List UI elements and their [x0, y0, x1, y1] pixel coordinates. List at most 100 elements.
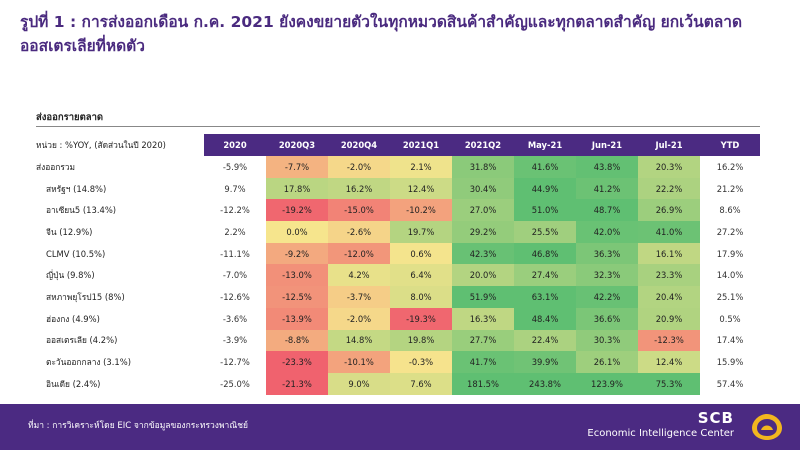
- table-cell: 8.0%: [390, 286, 452, 308]
- table-cell: 42.2%: [576, 286, 638, 308]
- table-cell: 7.6%: [390, 372, 452, 395]
- table-cell: 243.8%: [514, 372, 576, 395]
- table-cell: 19.7%: [390, 221, 452, 243]
- table-cell: 75.3%: [638, 372, 700, 395]
- table-cell: 0.6%: [390, 242, 452, 265]
- row-label: อาเซียน5 (13.4%): [46, 205, 117, 216]
- table-row: อินเดีย (2.4%) -25.0% -21.3% 9.0% 7.6% 181.5%…: [36, 372, 760, 395]
- table-cell: 48.7%: [576, 199, 638, 222]
- table-cell: 23.3%: [638, 264, 700, 287]
- table-row: ฮ่องกง (4.9%) -3.6% -13.9% -2.0% -19.3% 16.3%…: [36, 307, 760, 330]
- table-cell: -3.9%: [222, 335, 248, 346]
- table-cell: 123.9%: [576, 372, 638, 395]
- table-row: ญี่ปุ่น (9.8%) -7.0% -13.0% 4.2% 6.4% 20.0% 27…: [36, 264, 760, 287]
- footer-bar: ที่มา : การวิเคราะห์โดย EIC จากข้อมูลของ…: [0, 404, 800, 450]
- table-cell: 41.0%: [638, 221, 700, 243]
- column-header: Jun-21: [576, 134, 638, 156]
- table-cell: -11.1%: [220, 248, 250, 259]
- row-label: ฮ่องกง (4.9%): [46, 313, 100, 324]
- table-cell: 20.0%: [452, 264, 514, 287]
- table-cell: -9.2%: [266, 242, 328, 265]
- table-cell: 27.0%: [452, 199, 514, 222]
- table-cell: 4.2%: [328, 264, 390, 287]
- table-cell: -12.3%: [638, 329, 700, 352]
- table-cell: 30.4%: [452, 177, 514, 200]
- column-header: Jul-21: [638, 134, 700, 156]
- table-cell: 41.7%: [452, 351, 514, 373]
- table-cell: 39.9%: [514, 351, 576, 373]
- table-cell: 46.8%: [514, 242, 576, 265]
- row-label: CLMV (10.5%): [46, 248, 106, 259]
- table-cell: 6.4%: [390, 264, 452, 287]
- column-header: 2020Q4: [328, 134, 390, 156]
- table-cell: 0.0%: [266, 221, 328, 243]
- table-cell: 9.0%: [328, 372, 390, 395]
- table-cell: 27.7%: [452, 329, 514, 352]
- table-cell: -2.6%: [328, 221, 390, 243]
- table-cell: 14.0%: [716, 270, 744, 281]
- table-cell: -7.7%: [266, 156, 328, 178]
- table-cell: -13.9%: [266, 307, 328, 330]
- table-cell: 30.3%: [576, 329, 638, 352]
- table-cell: 12.4%: [390, 177, 452, 200]
- table-row: สหภาพยุโรป15 (8%) -12.6% -12.5% -3.7% 8.0% 51…: [36, 286, 760, 308]
- table-cell: 181.5%: [452, 372, 514, 395]
- table-cell: -12.6%: [220, 291, 250, 302]
- table-row: CLMV (10.5%) -11.1% -9.2% -12.0% 0.6% 42.3% 46…: [36, 242, 760, 265]
- table-cell: 25.1%: [716, 291, 744, 302]
- table-cell: -2.0%: [328, 307, 390, 330]
- table-cell: 51.0%: [514, 199, 576, 222]
- brand-name: SCB: [697, 409, 734, 427]
- table-cell: 19.8%: [390, 329, 452, 352]
- brand-subtitle: Economic Intelligence Center: [587, 428, 734, 439]
- unit-label: หน่วย : %YOY, (สัดส่วนในปี 2020): [36, 134, 204, 156]
- table-cell: -10.2%: [390, 199, 452, 222]
- table-row: สหรัฐฯ (14.8%) 9.7% 17.8% 16.2% 12.4% 30.4% 44…: [36, 177, 760, 200]
- table-cell: -23.3%: [266, 351, 328, 373]
- table-cell: 29.2%: [452, 221, 514, 243]
- table-row: จีน (12.9%) 2.2% 0.0% -2.6% 19.7% 29.2% 25.5% 4…: [36, 221, 760, 243]
- table-cell: -13.0%: [266, 264, 328, 287]
- table-cell: 15.9%: [716, 357, 744, 368]
- table-cell: 20.4%: [638, 286, 700, 308]
- table-cell: -3.7%: [328, 286, 390, 308]
- column-header: 2020Q3: [266, 134, 328, 156]
- table-cell: -5.9%: [222, 161, 248, 172]
- table-cell: 26.9%: [638, 199, 700, 222]
- table-row: ส่งออกรวม -5.9% -7.7% -2.0% 2.1% 31.8% 41.6% 43…: [36, 156, 760, 178]
- column-header: 2021Q2: [452, 134, 514, 156]
- table-cell: 17.4%: [716, 335, 744, 346]
- table-cell: 14.8%: [328, 329, 390, 352]
- table-cell: -19.3%: [390, 307, 452, 330]
- table-cell: -12.2%: [220, 205, 250, 216]
- table-cell: 63.1%: [514, 286, 576, 308]
- table-row: ตะวันออกกลาง (3.1%) -12.7% -23.3% -10.1% -0.…: [36, 351, 760, 373]
- table-cell: 22.4%: [514, 329, 576, 352]
- table-cell: 27.4%: [514, 264, 576, 287]
- source-note: ที่มา : การวิเคราะห์โดย EIC จากข้อมูลของ…: [28, 421, 248, 431]
- table-cell: 20.3%: [638, 156, 700, 178]
- table-cell: 12.4%: [638, 351, 700, 373]
- table-cell: 17.9%: [716, 248, 744, 259]
- table-cell: 42.3%: [452, 242, 514, 265]
- table-cell: 43.8%: [576, 156, 638, 178]
- table-cell: 0.5%: [719, 313, 741, 324]
- table-cell: 48.4%: [514, 307, 576, 330]
- row-label: ตะวันออกกลาง (3.1%): [46, 357, 131, 368]
- row-label: อินเดีย (2.4%): [46, 378, 101, 389]
- table-cell: 32.3%: [576, 264, 638, 287]
- table-cell: 36.6%: [576, 307, 638, 330]
- table-cell: -15.0%: [328, 199, 390, 222]
- table-cell: 16.2%: [716, 161, 744, 172]
- table-cell: 36.3%: [576, 242, 638, 265]
- column-header: 2020: [204, 134, 266, 156]
- table-cell: 42.0%: [576, 221, 638, 243]
- table-cell: 20.9%: [638, 307, 700, 330]
- export-heatmap-table: หน่วย : %YOY, (สัดส่วนในปี 2020) 2020 202…: [36, 134, 760, 395]
- table-cell: 2.2%: [224, 226, 246, 237]
- table-cell: 41.6%: [514, 156, 576, 178]
- table-cell: 26.1%: [576, 351, 638, 373]
- table-cell: -12.0%: [328, 242, 390, 265]
- table-cell: -25.0%: [220, 378, 250, 389]
- table-cell: -10.1%: [328, 351, 390, 373]
